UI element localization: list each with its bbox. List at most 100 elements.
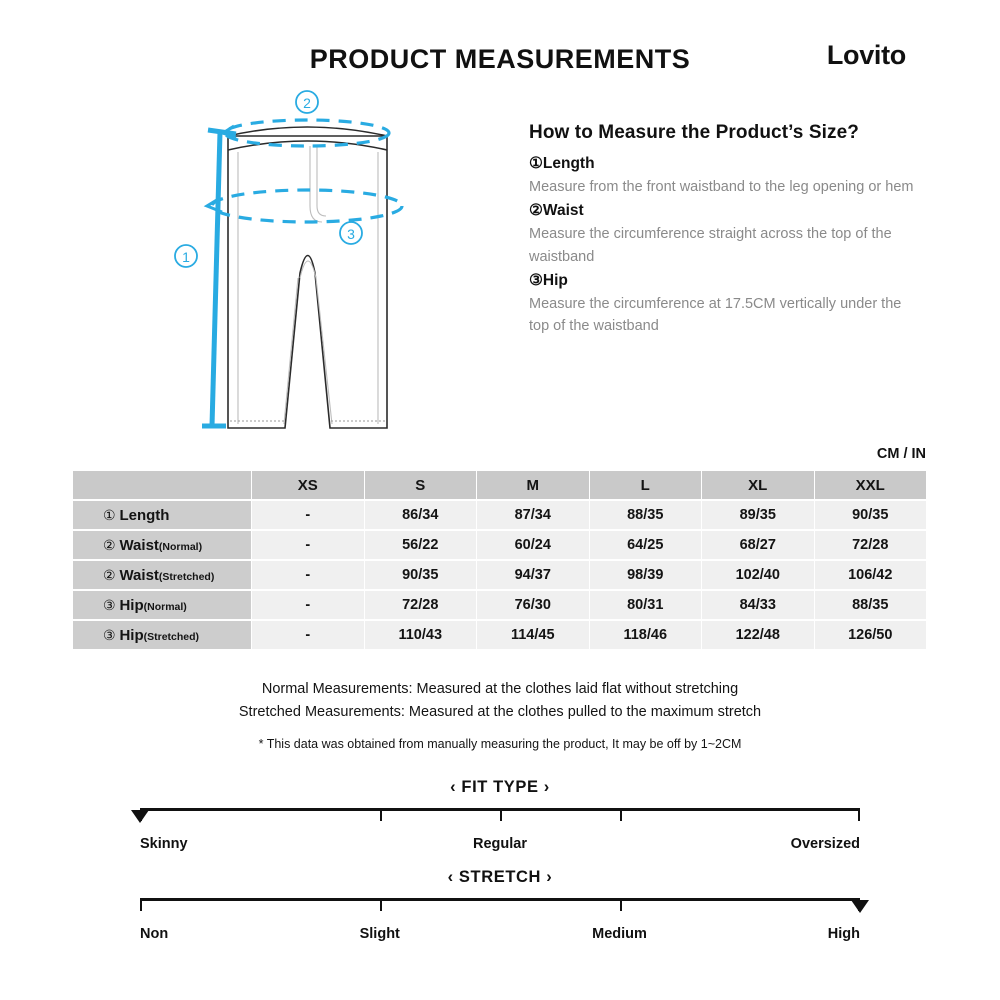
fit-type-scale: ‹ FIT TYPE › Skinny Regular Oversized (0, 778, 1000, 856)
stretch-tick-1 (379, 898, 382, 911)
page-title: PRODUCT MEASUREMENTS (309, 44, 691, 74)
table-row: ② Waist(Normal) -56/22 60/24 64/25 68/27 72/2… (73, 531, 926, 559)
callout-hip (339, 221, 363, 245)
cell-hip-s: 72/28 (364, 591, 476, 619)
cell-hip-l: 80/31 (589, 591, 701, 619)
row-measure-qualifier: (Normal) (143, 600, 187, 613)
fit-type-tick-3 (619, 808, 622, 821)
row-callout-number: ② (103, 566, 120, 583)
fit-type-label-skinny: Skinny (140, 836, 188, 852)
cell-waist-m: 60/24 (477, 531, 589, 559)
cell-length-l: 88/35 (589, 501, 701, 529)
cell-hip-m: 76/30 (477, 591, 589, 619)
stretch-label-medium: Medium (592, 926, 647, 942)
measure-desc-hip: Measure the circumference at 17.5CM vert… (529, 295, 902, 335)
cell-hip-xl: 122/48 (702, 621, 814, 649)
row-measure-qualifier: (Stretched) (158, 570, 215, 583)
stretch-axis (140, 898, 860, 901)
note-stretched: Stretched Measurements: Measured at the … (238, 704, 762, 721)
row-label-waist-normal: ② Waist(Normal) (73, 531, 251, 559)
table-row: ① Length -86/34 87/34 88/35 89/35 90/35 (73, 501, 926, 529)
cell-waist-l: 64/25 (589, 531, 701, 559)
brand-logo: Lovito (826, 40, 906, 70)
table-row: ③ Hip(Normal) -72/28 76/30 80/31 84/33 88/35 (73, 591, 926, 619)
stretch-marker (851, 900, 869, 913)
cell-waist-xl: 102/40 (702, 561, 814, 589)
cell-hip-l: 118/46 (589, 621, 701, 649)
row-measure-name: Waist (119, 566, 159, 584)
cell-hip-m: 114/45 (477, 621, 589, 649)
row-measure-qualifier: (Normal) (158, 540, 203, 553)
fit-type-tick-2 (500, 808, 502, 821)
cell-length-xs: - (252, 501, 364, 529)
cell-waist-xxl: 72/28 (814, 531, 926, 559)
measurement-notes: Normal Measurements: Measured at the clo… (0, 678, 1000, 725)
row-callout-number: ① (103, 506, 120, 523)
cell-waist-xs: - (252, 531, 364, 559)
size-column-header-s: S (364, 471, 476, 499)
callout-waist-label: 2 (303, 95, 311, 111)
row-callout-number: ③ (103, 626, 120, 643)
row-label-hip-normal: ③ Hip(Normal) (73, 591, 251, 619)
cell-hip-xs: - (252, 591, 364, 619)
cell-hip-xl: 84/33 (702, 591, 814, 619)
row-callout-number: ② (103, 536, 120, 553)
stretch-label-non: Non (140, 926, 169, 942)
cell-waist-xs: - (252, 561, 364, 589)
note-normal: Normal Measurements: Measured at the clo… (261, 681, 739, 697)
table-row: ③ Hip(Stretched) -110/43 114/45 118/46 122/4… (73, 621, 926, 649)
size-chart-table: XS S M L XL XXL ① Length -86/34 87/34 88/35 89/35… (72, 469, 927, 651)
fit-type-graphic (131, 808, 860, 830)
cell-hip-s: 110/43 (364, 621, 476, 649)
cell-length-xxl: 90/35 (814, 501, 926, 529)
stretch-scale: ‹ STRETCH › Non Slight Medium High (0, 868, 1000, 946)
fit-type-tick-4 (858, 808, 860, 821)
stretch-label-slight: Slight (359, 926, 400, 942)
row-measure-name: Hip (119, 596, 144, 614)
cell-waist-xl: 68/27 (702, 531, 814, 559)
callout-length (174, 244, 198, 268)
callout-waist (295, 90, 319, 114)
callout-hip-label: 3 (347, 226, 355, 242)
cell-waist-s: 56/22 (364, 531, 476, 559)
fit-type-tick-1 (379, 808, 382, 821)
cell-length-m: 87/34 (477, 501, 589, 529)
waist-measure-ellipse (219, 118, 391, 148)
fit-type-label-regular: Regular (473, 836, 527, 852)
table-corner-cell (73, 471, 251, 499)
cell-hip-xxl: 126/50 (814, 621, 926, 649)
size-column-header-m: M (477, 471, 589, 499)
product-diagram: 1 2 3 (150, 88, 480, 438)
row-callout-number: ③ (103, 596, 120, 613)
cell-waist-m: 94/37 (477, 561, 589, 589)
stretch-label-high: High (827, 926, 860, 942)
row-measure-qualifier: (Stretched) (143, 630, 200, 643)
cell-hip-xs: - (252, 621, 364, 649)
table-header-row: XS S M L XL XXL (73, 471, 926, 499)
stretch-graphic (140, 898, 869, 920)
measure-term-waist: ②Waist (529, 201, 584, 219)
size-column-header-xxl: XXL (814, 471, 926, 499)
size-chart-body: ① Length -86/34 87/34 88/35 89/35 90/35 ② Wais… (73, 501, 926, 649)
row-measure-name: Hip (119, 626, 144, 644)
table-row: ② Waist(Stretched) -90/35 94/37 98/39 102/40… (73, 561, 926, 589)
fit-type-label-oversized: Oversized (790, 836, 860, 852)
size-chart-header: XS S M L XL XXL (73, 471, 926, 499)
size-column-header-xl: XL (702, 471, 814, 499)
measure-term-hip: ③Hip (529, 271, 568, 289)
hip-measure-ellipse (203, 188, 404, 224)
row-measure-name: Waist (119, 536, 159, 554)
pants-illustration: 1 2 3 (174, 90, 404, 429)
callout-length-label: 1 (182, 249, 190, 265)
size-column-header-l: L (589, 471, 701, 499)
fit-type-marker (131, 810, 149, 823)
stretch-tick-2 (619, 898, 622, 911)
fit-type-labels: Skinny Regular Oversized (140, 836, 860, 856)
disclaimer-note: * This data was obtained from manually m… (258, 737, 742, 751)
cell-waist-l: 98/39 (589, 561, 701, 589)
row-label-length: ① Length (73, 501, 251, 529)
cell-hip-xxl: 88/35 (814, 591, 926, 619)
fit-type-title: ‹ FIT TYPE › (450, 778, 550, 796)
measure-desc-length: Measure from the front waistband to the … (529, 178, 914, 195)
measure-desc-waist: Measure the circumference straight acros… (529, 225, 892, 265)
